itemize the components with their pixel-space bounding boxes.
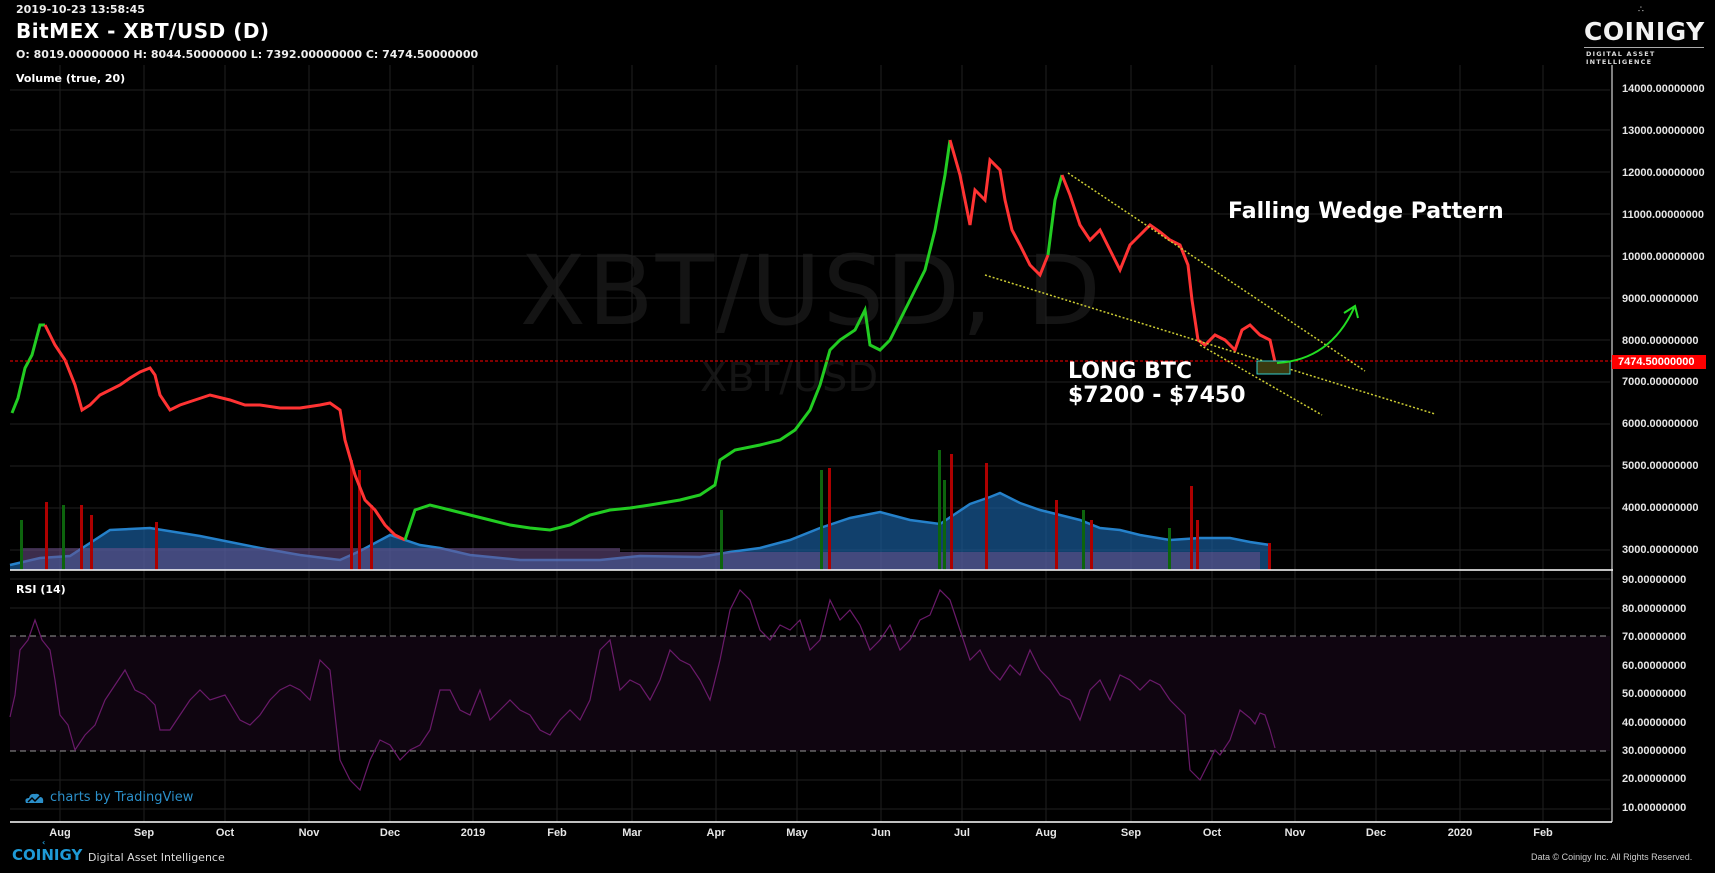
footer-brand: COINIGY [12,846,83,864]
rsi-tick: 50.00000000 [1622,688,1687,700]
rsi-tick: 20.00000000 [1622,773,1687,785]
rsi-tick: 70.00000000 [1622,631,1687,643]
coinigy-logo: ∴ COINIGY DIGITAL ASSET INTELLIGENCE [1582,5,1706,66]
footer-tagline: Digital Asset Intelligence [88,851,225,864]
tradingview-cloud-icon [25,793,44,803]
time-label: Feb [1533,827,1553,839]
logo-divider [1584,47,1704,48]
time-label: Aug [1035,827,1057,839]
timestamp: 2019-10-23 13:58:45 [16,3,145,16]
symbol-watermark-small: XBT/USD [700,355,879,401]
pattern-annotation: Falling Wedge Pattern [1228,199,1504,224]
price-tick: 4000.00000000 [1622,502,1699,514]
rsi-line [9,588,1276,792]
time-label: 2019 [460,827,486,839]
price-tick: 6000.00000000 [1622,418,1699,430]
current-price-badge: 7474.50000000 [1612,355,1706,369]
price-tick: 11000.00000000 [1622,209,1704,221]
time-label: Oct [215,827,235,839]
time-label: Dec [379,827,401,839]
footer-coinigy-logo: ‹ COINIGY [12,838,83,864]
logo-name: COINIGY [1584,17,1705,46]
time-label: Nov [1284,827,1306,839]
rsi-tick: 90.00000000 [1622,574,1687,586]
long-annotation: LONG BTC $7200 - $7450 [1068,360,1246,408]
long-annotation-line1: LONG BTC [1068,359,1192,384]
price-tick: 9000.00000000 [1622,293,1699,305]
long-annotation-line2: $7200 - $7450 [1068,383,1246,408]
price-tick: 5000.00000000 [1622,460,1699,472]
rsi-band [10,636,1610,751]
symbol-watermark: XBT/USD, D [520,235,1103,347]
logo-share-icon: ∴ [1638,5,1644,15]
rsi-pane-label: RSI (14) [16,583,66,596]
time-label: Jul [954,827,970,839]
rsi-tick: 80.00000000 [1622,603,1687,615]
time-label: Dec [1365,827,1387,839]
entry-zone-box [1256,360,1291,375]
price-candles [10,139,1277,542]
time-label: Sep [133,827,155,839]
copyright: Data © Coinigy Inc. All Rights Reserved. [1531,852,1693,862]
price-tick: 7000.00000000 [1622,376,1699,388]
falling-wedge-lines [984,172,1436,416]
rsi-tick: 60.00000000 [1622,660,1687,672]
arrow-head-icon [1343,304,1359,319]
rsi-tick: 40.00000000 [1622,717,1687,729]
rsi-tick: 10.00000000 [1622,802,1687,814]
rsi-tick: 30.00000000 [1622,745,1687,757]
time-label: Aug [49,827,71,839]
time-label: 2020 [1447,827,1473,839]
time-label: Mar [622,827,642,839]
tradingview-link[interactable]: charts by TradingView [24,790,193,805]
chart-title: BitMEX - XBT/USD (D) [16,19,270,43]
time-label: Apr [706,827,726,839]
time-label: Oct [1202,827,1222,839]
ohlc-readout: O: 8019.00000000 H: 8044.50000000 L: 739… [16,48,479,61]
volume-bars [9,450,1271,570]
volume-pane-label: Volume (true, 20) [16,72,126,85]
logo-share-icon: ‹ [42,838,46,847]
logo-tagline: DIGITAL ASSET INTELLIGENCE [1586,50,1656,66]
tradingview-text: charts by TradingView [50,790,194,805]
price-tick: 3000.00000000 [1622,544,1699,556]
time-label: Jun [871,827,891,839]
time-label: Sep [1120,827,1142,839]
time-label: Feb [547,827,567,839]
time-label: Nov [298,827,320,839]
price-tick: 14000.00000000 [1622,83,1705,95]
price-tick: 8000.00000000 [1622,335,1699,347]
breakout-arrow [1276,307,1355,364]
price-tick: 12000.00000000 [1622,167,1705,179]
price-tick: 13000.00000000 [1622,125,1705,137]
time-label: May [786,827,808,839]
price-tick: 10000.00000000 [1622,251,1705,263]
